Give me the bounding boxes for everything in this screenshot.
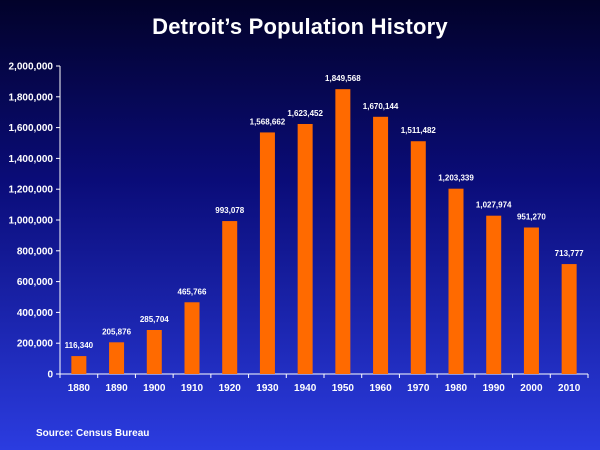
- y-tick-label: 1,000,000: [9, 216, 54, 227]
- data-label: 1,027,974: [476, 201, 512, 210]
- data-label: 465,766: [178, 287, 207, 296]
- y-tick-label: 400,000: [17, 308, 54, 319]
- bar-1920: [222, 221, 238, 374]
- data-label: 713,777: [555, 249, 584, 258]
- bar-1880: [71, 356, 87, 374]
- x-tick-label: 1980: [445, 383, 468, 394]
- x-tick-label: 1890: [105, 383, 128, 394]
- x-tick-label: 1990: [483, 383, 506, 394]
- y-tick-label: 1,800,000: [9, 92, 54, 103]
- bar-1980: [448, 188, 464, 374]
- y-tick-label: 200,000: [17, 339, 54, 350]
- bar-1940: [297, 123, 313, 374]
- x-tick-label: 1950: [332, 383, 355, 394]
- y-tick-label: 0: [47, 370, 53, 381]
- source-note: Source: Census Bureau: [36, 428, 150, 439]
- x-tick-label: 1940: [294, 383, 317, 394]
- bar-1930: [259, 132, 275, 374]
- y-tick-label: 1,400,000: [9, 154, 54, 165]
- data-label: 1,203,339: [438, 174, 474, 183]
- x-tick-label: 1880: [68, 383, 91, 394]
- data-labels: 116,340 205,876 285,704 465,766 993,078 1,568…: [65, 74, 585, 350]
- data-label: 1,670,144: [363, 102, 399, 111]
- data-label: 1,623,452: [287, 109, 323, 118]
- bar-1990: [486, 215, 502, 374]
- data-label: 205,876: [102, 327, 131, 336]
- data-label: 116,340: [65, 341, 94, 350]
- bar-1890: [109, 342, 125, 374]
- bar-1970: [410, 141, 426, 374]
- y-tick-label: 2,000,000: [9, 62, 54, 73]
- x-tick-label: 1970: [407, 383, 430, 394]
- data-label: 993,078: [215, 206, 244, 215]
- x-tick-label: 2010: [558, 383, 581, 394]
- bar-1900: [146, 330, 162, 374]
- bar-1950: [335, 89, 351, 374]
- data-label: 951,270: [517, 213, 546, 222]
- chart-title: Detroit’s Population History: [152, 14, 448, 39]
- bar-1910: [184, 302, 200, 374]
- y-axis: 0 200,000 400,000 600,000 800,000 1,000,000 1,…: [9, 62, 61, 381]
- data-label: 1,849,568: [325, 74, 361, 83]
- x-tick-label: 1920: [219, 383, 242, 394]
- bar-2010: [561, 264, 577, 374]
- bar-2000: [523, 227, 539, 374]
- y-tick-label: 800,000: [17, 246, 54, 257]
- y-tick-label: 1,600,000: [9, 123, 54, 134]
- y-tick-label: 1,200,000: [9, 185, 54, 196]
- bar-1960: [373, 116, 389, 374]
- y-tick-label: 600,000: [17, 277, 54, 288]
- data-label: 1,511,482: [401, 126, 437, 135]
- x-tick-label: 1930: [256, 383, 279, 394]
- data-label: 285,704: [140, 315, 169, 324]
- x-tick-label: 1960: [369, 383, 392, 394]
- x-tick-label: 1910: [181, 383, 204, 394]
- bars: [71, 89, 577, 374]
- data-label: 1,568,662: [250, 117, 286, 126]
- x-axis: 1880 1890 1900 1910 1920 1930 1940 1950 1960 1970…: [59, 373, 589, 394]
- x-tick-label: 1900: [143, 383, 166, 394]
- x-tick-label: 2000: [520, 383, 543, 394]
